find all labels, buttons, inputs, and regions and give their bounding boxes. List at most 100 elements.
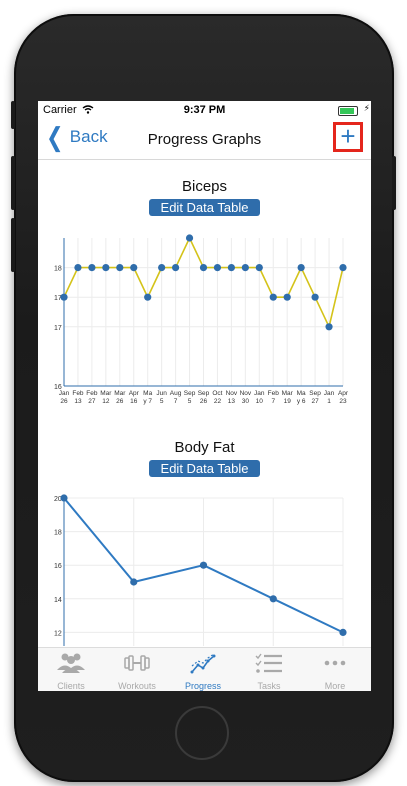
- carrier-text: Carrier: [43, 104, 77, 116]
- x-tick-label: Oct: [212, 390, 222, 397]
- data-point: [199, 561, 208, 569]
- more-icon: [324, 660, 346, 666]
- y-tick-label: 18: [54, 266, 62, 273]
- data-point: [311, 293, 319, 301]
- data-point: [158, 264, 166, 272]
- volume-up-button: [11, 156, 15, 210]
- data-point: [255, 264, 263, 272]
- back-label: Back: [69, 127, 108, 146]
- tab-label: More: [324, 681, 346, 691]
- dumbbell-icon: [124, 655, 150, 671]
- x-tick-label: 7: [174, 398, 178, 405]
- x-tick-label: y 6: [297, 398, 306, 405]
- tab-label: Workouts: [118, 681, 156, 691]
- data-point: [185, 234, 194, 242]
- x-tick-label: y 7: [143, 398, 152, 405]
- x-tick-label: Nov: [226, 390, 238, 397]
- x-tick-label: Ma: [297, 390, 306, 397]
- x-tick-label: Jun: [156, 390, 167, 397]
- x-tick-label: 27: [311, 398, 319, 405]
- x-tick-label: 10: [256, 398, 264, 405]
- x-tick-label: Feb: [72, 390, 84, 397]
- wifi-icon: [82, 105, 94, 114]
- x-tick-label: 19: [284, 398, 292, 405]
- clients-icon: [57, 653, 85, 673]
- chevron-left-icon: ❮: [46, 122, 64, 152]
- data-point: [88, 264, 96, 272]
- x-tick-label: Jan: [59, 390, 70, 397]
- back-button[interactable]: ❮ Back: [44, 122, 108, 152]
- data-point: [130, 578, 138, 586]
- add-button[interactable]: +: [333, 122, 363, 152]
- chart-title-biceps: Biceps: [181, 178, 228, 195]
- x-tick-label: 23: [339, 398, 347, 405]
- edit-data-table-button-biceps[interactable]: Edit Data Table: [149, 199, 260, 216]
- x-tick-label: Feb: [86, 390, 98, 397]
- x-tick-label: Sep: [198, 390, 210, 397]
- tab-more[interactable]: More: [302, 648, 368, 691]
- status-bar: Carrier 9:37 PM ⚡: [38, 101, 371, 119]
- x-tick-label: 13: [74, 398, 82, 405]
- x-tick-label: 26: [200, 398, 208, 405]
- app-screen: Carrier 9:37 PM ⚡ ❮ Back Progress Graphs…: [38, 101, 371, 691]
- x-tick-label: Sep: [309, 390, 321, 397]
- x-tick-label: 12: [102, 398, 110, 405]
- x-tick-label: 7: [271, 398, 275, 405]
- volume-down-button: [11, 218, 15, 272]
- data-point: [116, 264, 124, 272]
- tasks-list-icon: [255, 653, 282, 673]
- tab-progress[interactable]: Progress: [170, 648, 236, 691]
- biceps-chart: 18171716Jan26Feb13Feb27Mar12Mar26Apr16Ma…: [54, 234, 349, 405]
- x-tick-label: Sep: [184, 390, 196, 397]
- tab-label: Tasks: [257, 681, 281, 691]
- y-tick-label: 16: [54, 384, 62, 391]
- data-point: [130, 264, 138, 272]
- tab-clients[interactable]: Clients: [38, 648, 104, 691]
- x-tick-label: 13: [228, 398, 236, 405]
- x-tick-label: Jan: [254, 390, 265, 397]
- data-point: [102, 264, 110, 272]
- data-point: [60, 293, 68, 301]
- y-tick-label: 17: [54, 325, 62, 332]
- x-tick-label: 30: [242, 398, 250, 405]
- x-tick-label: 16: [130, 398, 138, 405]
- data-point: [60, 494, 68, 502]
- data-point: [227, 264, 235, 272]
- body-fat-chart: 20 18 16 14 12: [54, 494, 347, 646]
- data-point: [213, 264, 222, 272]
- data-point: [339, 264, 347, 272]
- y-tick-label: 17: [54, 295, 62, 302]
- data-point: [172, 264, 180, 272]
- progress-graph-icon: [190, 653, 216, 674]
- y-tick-label: 16: [54, 563, 62, 570]
- chart-title-body-fat: Body Fat: [174, 439, 235, 456]
- home-button[interactable]: [175, 706, 229, 760]
- y-tick-label: 12: [54, 630, 62, 637]
- battery-icon: [338, 106, 358, 116]
- page-title: Progress Graphs: [147, 131, 262, 148]
- graphs-scroll-view[interactable]: Biceps Edit Data Table 18 17 17 16 Jan 26 Feb 1…: [38, 160, 371, 646]
- edit-data-table-button-body-fat[interactable]: Edit Data Table: [149, 460, 260, 477]
- y-tick-label: 20: [54, 496, 62, 503]
- x-tick-label: 26: [116, 398, 124, 405]
- x-tick-label: 5: [160, 398, 164, 405]
- data-point: [325, 323, 333, 331]
- data-point: [297, 264, 305, 272]
- tab-workouts[interactable]: Workouts: [104, 648, 170, 691]
- x-tick-label: Mar: [114, 390, 126, 397]
- mute-switch: [11, 101, 15, 129]
- x-tick-label: Apr: [129, 390, 140, 397]
- tab-label: Clients: [57, 681, 85, 691]
- tab-tasks[interactable]: Tasks: [236, 648, 302, 691]
- x-tick-label: 1: [327, 398, 331, 405]
- carrier-label: Carrier: [43, 104, 94, 116]
- x-tick-label: 27: [88, 398, 96, 405]
- data-point: [199, 264, 208, 272]
- y-tick-label: 14: [54, 597, 62, 604]
- data-point: [269, 293, 277, 301]
- tab-bar: Clients Workouts Progress: [38, 647, 371, 691]
- navigation-bar: ❮ Back Progress Graphs +: [38, 119, 371, 160]
- x-tick-label: Apr: [338, 390, 349, 397]
- x-tick-label: Nov: [240, 390, 252, 397]
- x-tick-label: Aug: [170, 390, 182, 397]
